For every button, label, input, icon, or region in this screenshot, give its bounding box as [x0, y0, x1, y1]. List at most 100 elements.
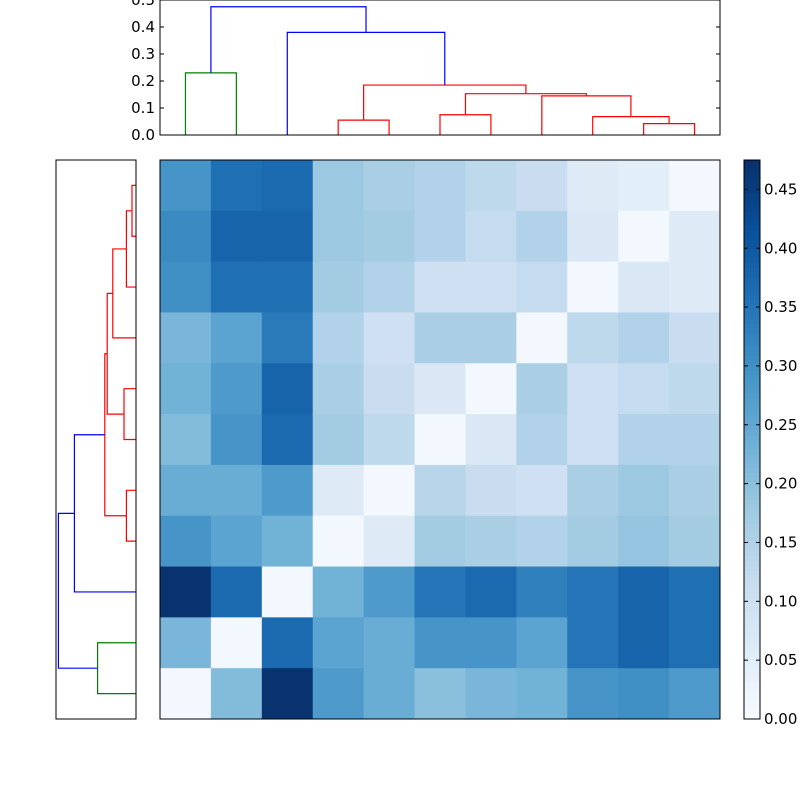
heatmap-cell: [261, 566, 314, 618]
heatmap-cell: [210, 261, 263, 313]
colorbar-segment: [744, 197, 760, 203]
colorbar-tick-label: 0.20: [764, 475, 797, 493]
heatmap-cell: [261, 363, 314, 415]
heatmap-cell: [312, 363, 365, 415]
heatmap-cell: [414, 312, 466, 364]
colorbar-segment: [744, 234, 760, 240]
heatmap-cell: [261, 210, 314, 263]
colorbar-segment: [744, 192, 760, 198]
heatmap-cell: [261, 160, 314, 212]
colorbar-segment: [744, 574, 760, 580]
heatmap-cell: [160, 210, 212, 263]
heatmap-cell: [669, 160, 721, 212]
heatmap-cell: [363, 414, 416, 466]
colorbar-segment: [744, 467, 760, 473]
colorbar-segment: [744, 420, 760, 427]
colorbar-segment: [744, 458, 760, 464]
colorbar-segment: [744, 239, 760, 245]
colorbar-segment: [744, 681, 760, 687]
heatmap-cell: [516, 363, 568, 415]
heatmap-cell: [669, 312, 721, 364]
colorbar-tick-label: 0.25: [764, 416, 797, 434]
colorbar-segment: [744, 677, 760, 683]
colorbar-segment: [744, 313, 760, 319]
colorbar-segment: [744, 309, 760, 315]
heatmap-cell: [618, 312, 670, 364]
left-dendrogram-link: [104, 353, 127, 517]
heatmap-cell: [567, 160, 619, 212]
colorbar-segment: [744, 509, 760, 515]
left-dendrogram-link: [57, 512, 98, 669]
heatmap-cell: [160, 414, 212, 466]
colorbar-segment: [744, 588, 760, 594]
colorbar-segment: [744, 388, 760, 394]
heatmap-cell: [160, 464, 212, 517]
colorbar-segment: [744, 709, 760, 715]
colorbar-segment: [744, 514, 760, 520]
colorbar-segment: [744, 518, 760, 524]
colorbar-tick-label: 0.15: [764, 533, 797, 551]
colorbar-segment: [744, 476, 760, 483]
colorbar-segment: [744, 495, 760, 501]
colorbar-segment: [744, 430, 760, 436]
top-dendrogram-link: [184, 72, 237, 135]
heatmap-cell: [669, 617, 721, 669]
heatmap-cell: [210, 617, 263, 669]
heatmap-cell: [363, 464, 416, 517]
colorbar-segment: [744, 406, 760, 413]
heatmap-cell: [618, 515, 670, 568]
colorbar-segment: [744, 257, 760, 264]
colorbar-tick-label: 0.10: [764, 592, 797, 610]
heatmap-cell: [160, 515, 212, 568]
colorbar-segment: [744, 253, 760, 259]
colorbar-segment: [744, 243, 760, 250]
colorbar-segment: [744, 649, 760, 655]
colorbar-segment: [744, 686, 760, 692]
heatmap-cell: [363, 515, 416, 568]
colorbar-segment: [744, 178, 760, 184]
heatmap-cell: [465, 414, 517, 466]
y-tick-label: 0.1: [131, 99, 155, 117]
heatmap-cell: [312, 160, 365, 212]
heatmap-cell: [414, 363, 466, 415]
heatmap-cell: [312, 414, 365, 466]
heatmap-cell: [669, 363, 721, 415]
left-dendrogram-links: [57, 184, 136, 695]
colorbar-segment: [744, 271, 760, 278]
heatmap-cell: [160, 617, 212, 669]
heatmap-cell: [414, 617, 466, 669]
colorbar-segment: [744, 691, 760, 697]
heatmap-cell: [516, 515, 568, 568]
colorbar-gradient: [744, 160, 760, 720]
colorbar-segment: [744, 537, 760, 543]
heatmap-cell: [363, 210, 416, 263]
colorbar-segment: [744, 504, 760, 510]
colorbar-segment: [744, 201, 760, 208]
heatmap-cell: [210, 363, 263, 415]
heatmap-cell: [210, 668, 263, 720]
top-dendrogram-links: [184, 6, 696, 135]
colorbar-segment: [744, 560, 760, 566]
heatmap-cell: [465, 668, 517, 720]
colorbar-segment: [744, 667, 760, 674]
colorbar-segment: [744, 453, 760, 459]
colorbar-segment: [744, 262, 760, 268]
heatmap-cell: [516, 210, 568, 263]
left-dendrogram-frame: [55, 159, 137, 720]
heatmap-cell: [618, 363, 670, 415]
heatmap-cell: [312, 668, 365, 720]
heatmap-cell: [261, 312, 314, 364]
colorbar-segment: [744, 378, 760, 385]
colorbar-segment: [744, 360, 760, 366]
heatmap-cell: [160, 160, 212, 212]
colorbar-segment: [744, 355, 760, 361]
top-dendrogram-link: [439, 114, 492, 135]
colorbar-segment: [744, 555, 760, 562]
colorbar-segment: [744, 611, 760, 618]
heatmap-cell: [414, 566, 466, 618]
top-dendrogram-frame: [159, 0, 721, 136]
colorbar-segment: [744, 299, 760, 306]
heatmap-cell: [210, 210, 263, 263]
colorbar-segment: [744, 374, 760, 380]
